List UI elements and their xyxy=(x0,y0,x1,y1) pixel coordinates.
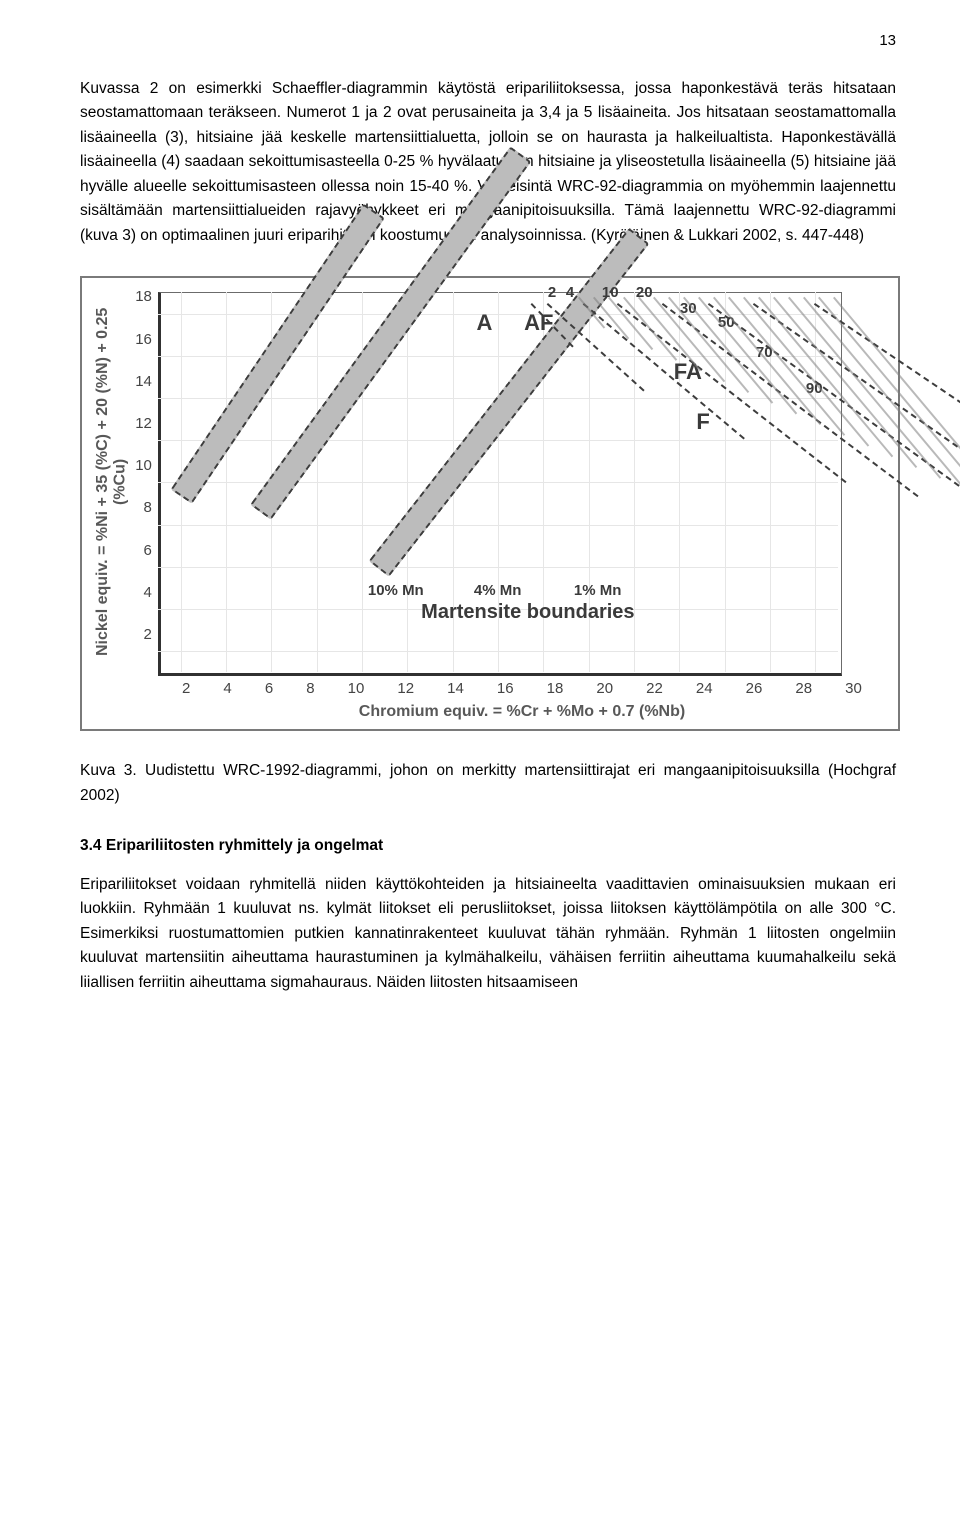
ferrite-number-label: 4 xyxy=(566,284,574,301)
figure-3: Nickel equiv. = %Ni + 35 (%C) + 20 (%N) … xyxy=(80,276,896,731)
region-label: F xyxy=(696,409,709,435)
band-label: 4% Mn xyxy=(474,582,522,599)
figure-3-caption: Kuva 3. Uudistettu WRC-1992-diagrammi, j… xyxy=(80,759,896,809)
paragraph-1: Kuvassa 2 on esimerkki Schaeffler-diagra… xyxy=(80,77,896,248)
y-axis-label: Nickel equiv. = %Ni + 35 (%C) + 20 (%N) … xyxy=(94,292,129,672)
page-number: 13 xyxy=(80,32,896,49)
band-label: 1% Mn xyxy=(574,582,622,599)
chart-plot-area: 10% Mn4% Mn1% MnMartensite boundaries241… xyxy=(158,292,838,672)
band-label: 10% Mn xyxy=(368,582,424,599)
x-axis-label: Chromium equiv. = %Cr + %Mo + 0.7 (%Nb) xyxy=(182,703,862,721)
paragraph-2: Eripariliitokset voidaan ryhmitellä niid… xyxy=(80,873,896,995)
region-label: FA xyxy=(674,359,702,385)
martensite-boundaries-label: Martensite boundaries xyxy=(398,601,658,624)
ferrite-number-label: 2 xyxy=(548,284,556,301)
section-heading-3-4: 3.4 Eripariliitosten ryhmittely ja ongel… xyxy=(80,837,896,855)
x-axis-ticks: 24681012141618202224262830 xyxy=(182,676,862,697)
region-label: A xyxy=(477,310,493,336)
region-label: AF xyxy=(524,310,553,336)
y-axis-ticks: 18161412108642 xyxy=(135,292,152,676)
